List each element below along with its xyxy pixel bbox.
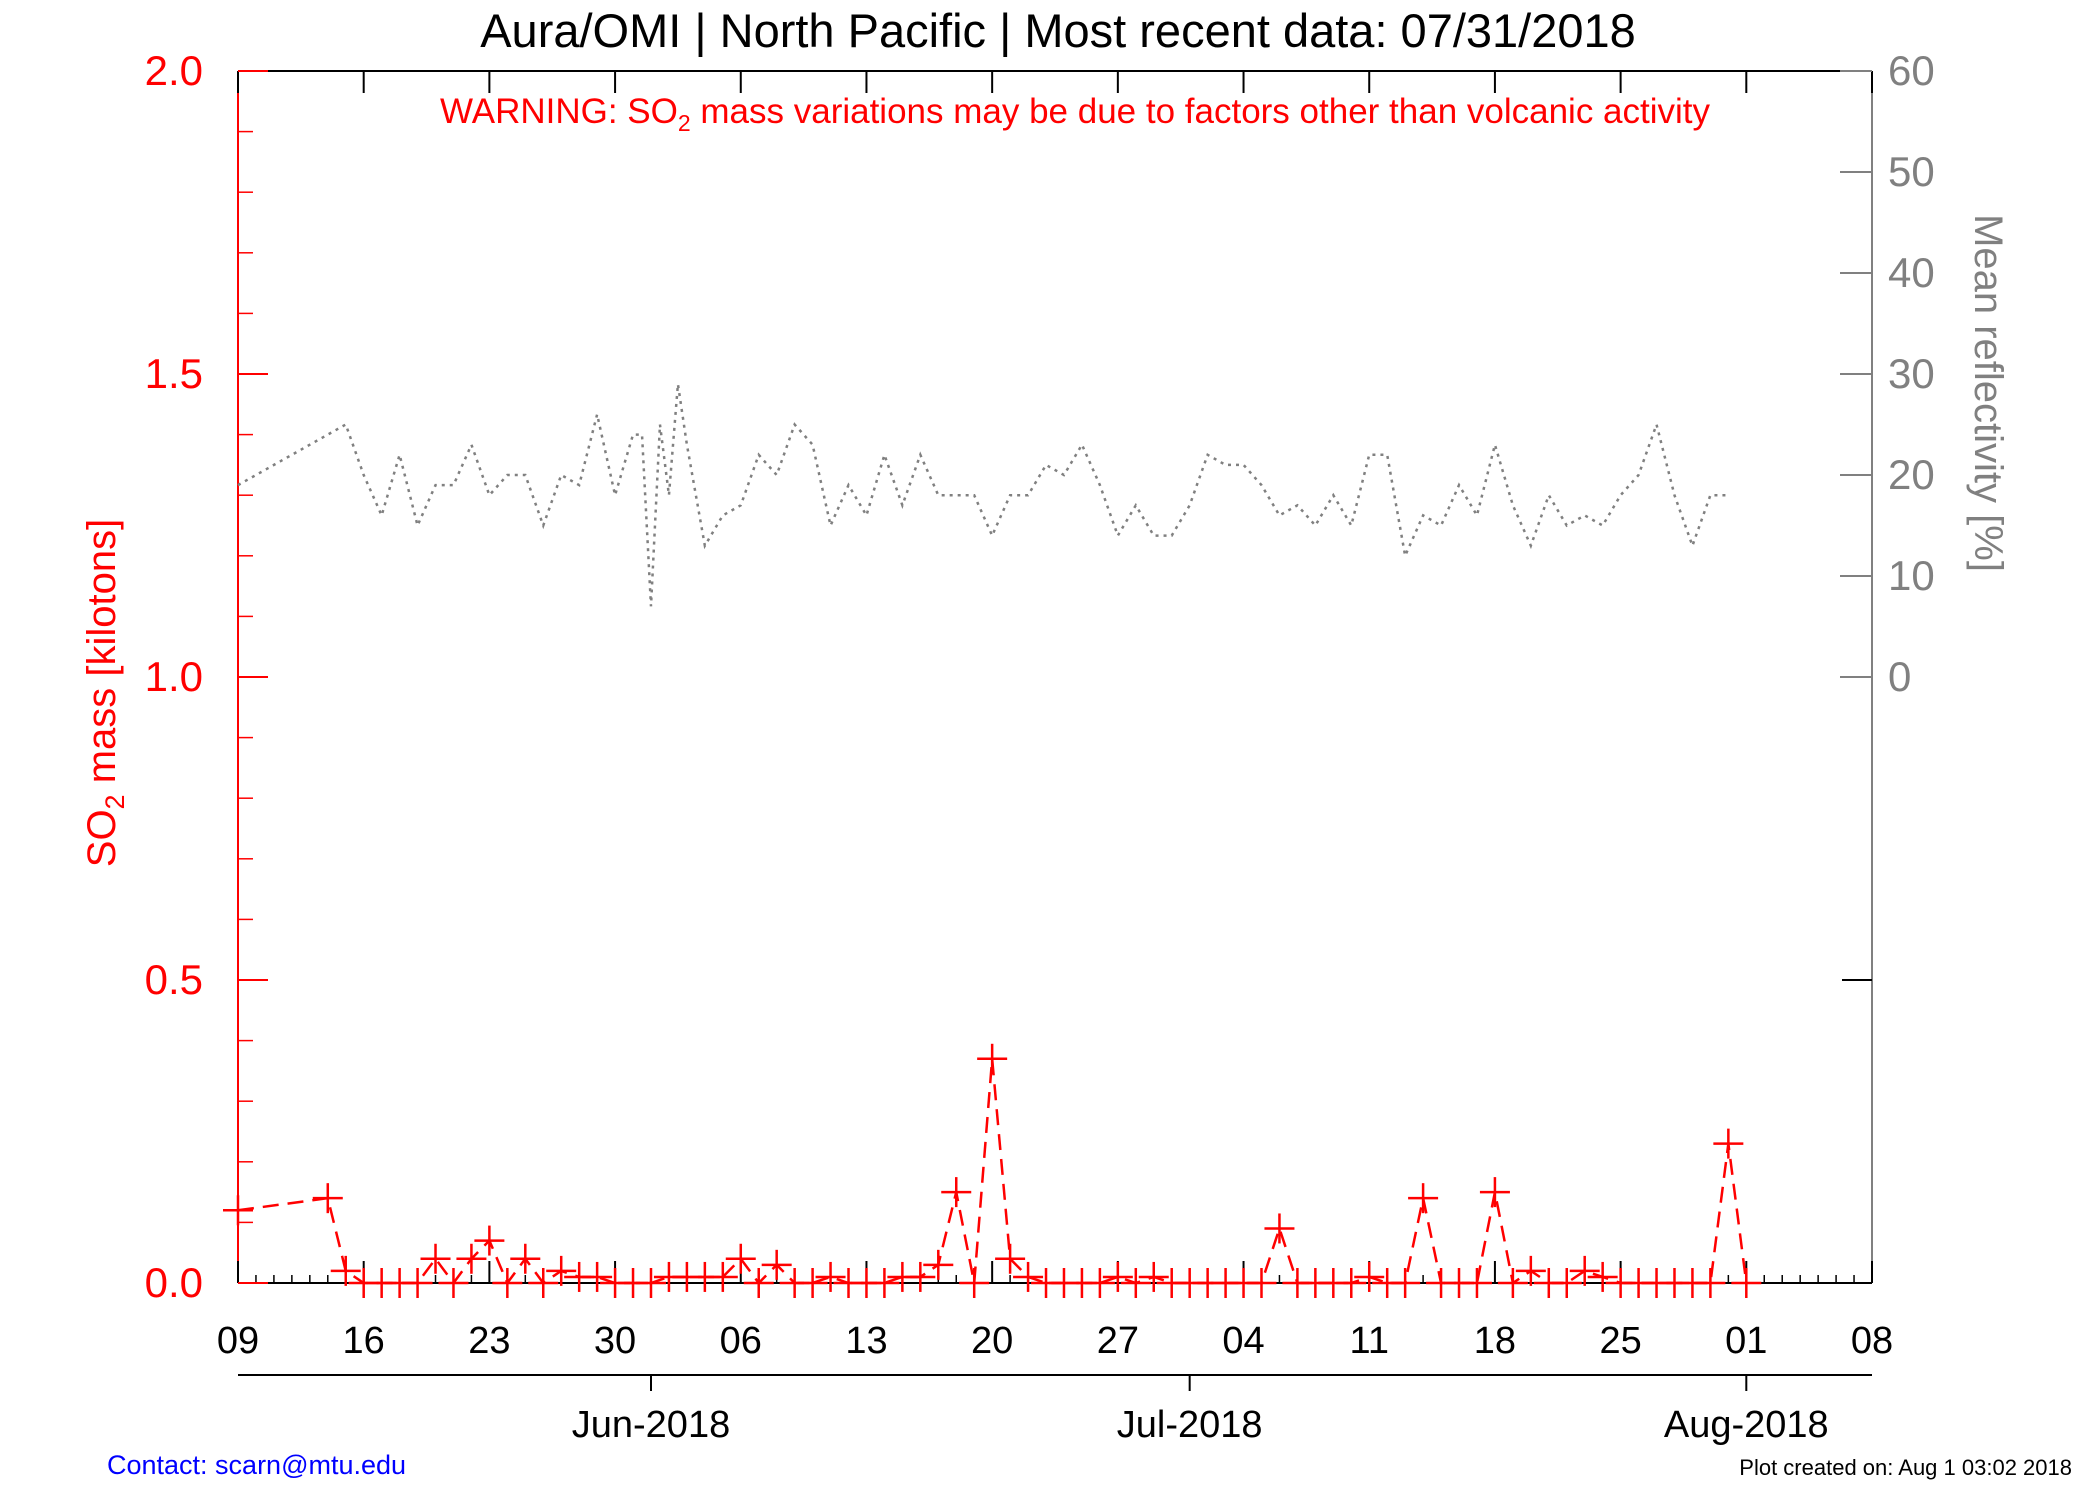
x-tick-label-3: 30 <box>594 1320 636 1362</box>
y-right-tick-label-3: 30 <box>1888 350 1935 397</box>
so2-point-7 <box>420 1243 451 1274</box>
so2-point-59 <box>1354 1261 1385 1292</box>
reflectivity-series <box>237 383 1729 607</box>
warning-note-post: mass variations may be due to factors ot… <box>691 92 1711 131</box>
so2-point-71 <box>1569 1255 1600 1286</box>
x-tick-label-2: 23 <box>468 1320 510 1362</box>
x-tick-label-10: 18 <box>1474 1320 1516 1362</box>
so2-point-70 <box>1551 1268 1582 1298</box>
y-right-tick-label-6: 60 <box>1888 47 1935 94</box>
so2-point-16 <box>582 1261 613 1292</box>
so2-point-2 <box>330 1255 361 1286</box>
so2-point-45 <box>1102 1261 1133 1292</box>
so2-point-61 <box>1390 1268 1421 1298</box>
warning-note: WARNING: SO2 mass variations may be due … <box>440 92 1711 136</box>
so2-point-46 <box>1120 1268 1151 1298</box>
y-left-tick-label-3: 1.5 <box>145 350 203 397</box>
so2-point-1 <box>312 1183 343 1214</box>
so2-point-44 <box>1084 1268 1115 1298</box>
so2-point-39 <box>995 1243 1026 1274</box>
y-axis-left-label-sub: 2 <box>100 794 130 809</box>
so2-point-34 <box>905 1261 936 1292</box>
so2-point-26 <box>761 1249 792 1280</box>
x-tick-label-11: 25 <box>1599 1320 1641 1362</box>
so2-point-40 <box>1013 1261 1044 1292</box>
so2-point-6 <box>402 1268 433 1298</box>
so2-point-25 <box>743 1268 774 1298</box>
so2-point-8 <box>438 1268 469 1298</box>
y-left-tick-label-4: 2.0 <box>145 47 203 94</box>
month-label-1: Jul-2018 <box>1117 1404 1263 1446</box>
so2-point-29 <box>815 1261 846 1292</box>
warning-note-pre: WARNING: SO <box>440 92 678 131</box>
so2-point-53 <box>1246 1268 1277 1298</box>
x-tick-label-6: 20 <box>971 1320 1013 1362</box>
so2-point-62 <box>1408 1183 1439 1214</box>
so2-point-47 <box>1138 1261 1169 1292</box>
so2-point-58 <box>1336 1268 1367 1298</box>
so2-point-28 <box>797 1268 828 1298</box>
so2-point-66 <box>1479 1177 1510 1208</box>
x-tick-label-4: 06 <box>720 1320 762 1362</box>
x-tick-label-5: 13 <box>845 1320 887 1362</box>
x-tick-label-7: 27 <box>1097 1320 1139 1362</box>
y-axis-left-label-pre: SO <box>80 809 124 867</box>
y-right-tick-label-4: 40 <box>1888 249 1935 296</box>
y-left-tick-label-1: 0.5 <box>145 956 203 1003</box>
so2-point-32 <box>869 1268 900 1298</box>
so2-point-36 <box>941 1177 972 1208</box>
chart-title: Aura/OMI | North Pacific | Most recent d… <box>480 4 1636 57</box>
y-left-tick-label-0: 0.0 <box>145 1259 203 1306</box>
so2-point-13 <box>528 1268 559 1298</box>
so2-point-9 <box>456 1243 487 1274</box>
y-axis-left-label-post: mass [kilotons] <box>80 519 124 795</box>
contact-email[interactable]: Contact: scarn@mtu.edu <box>107 1450 407 1480</box>
so2-point-12 <box>510 1243 541 1274</box>
so2-point-24 <box>725 1243 756 1274</box>
so2-point-35 <box>923 1249 954 1280</box>
so2-point-54 <box>1264 1213 1295 1244</box>
so2-point-72 <box>1587 1261 1618 1292</box>
so2-point-14 <box>546 1255 577 1286</box>
x-tick-label-0: 09 <box>217 1320 259 1362</box>
x-tick-label-13: 08 <box>1851 1320 1893 1362</box>
so2-point-65 <box>1461 1268 1492 1298</box>
so2-point-79 <box>1713 1128 1744 1159</box>
so2-line <box>237 1058 1748 1286</box>
so2-series <box>223 1043 1762 1298</box>
so2-point-11 <box>492 1268 523 1298</box>
x-tick-label-1: 16 <box>343 1320 385 1362</box>
x-tick-label-8: 04 <box>1222 1320 1264 1362</box>
y-right-tick-label-2: 20 <box>1888 451 1935 498</box>
so2-point-0 <box>223 1195 253 1226</box>
y-left-tick-label-2: 1.0 <box>145 653 203 700</box>
y-right-tick-label-0: 0 <box>1888 653 1911 700</box>
so2-point-67 <box>1497 1268 1528 1298</box>
x-tick-label-9: 11 <box>1350 1320 1389 1362</box>
y-axis-left-label: SO2 mass [kilotons] <box>80 519 130 867</box>
warning-note-sub: 2 <box>678 110 691 136</box>
y-right-tick-label-5: 50 <box>1888 148 1935 195</box>
y-right-tick-label-1: 10 <box>1888 552 1935 599</box>
so2-point-10 <box>474 1225 505 1256</box>
so2-point-37 <box>959 1268 990 1298</box>
so2-point-19 <box>635 1268 666 1298</box>
so2-point-78 <box>1695 1268 1726 1298</box>
plot-created-timestamp: Plot created on: Aug 1 03:02 2018 <box>1739 1455 2072 1480</box>
so2-point-68 <box>1515 1255 1546 1286</box>
so2-point-23 <box>707 1261 738 1292</box>
month-label-2: Aug-2018 <box>1664 1404 1829 1446</box>
so2-point-38 <box>977 1043 1008 1074</box>
so2-point-80 <box>1731 1268 1762 1298</box>
x-tick-label-12: 01 <box>1725 1320 1767 1362</box>
y-axis-right-label: Mean reflectivity [%] <box>1966 214 2010 572</box>
reflectivity-line <box>237 383 1729 607</box>
month-label-0: Jun-2018 <box>572 1404 730 1446</box>
